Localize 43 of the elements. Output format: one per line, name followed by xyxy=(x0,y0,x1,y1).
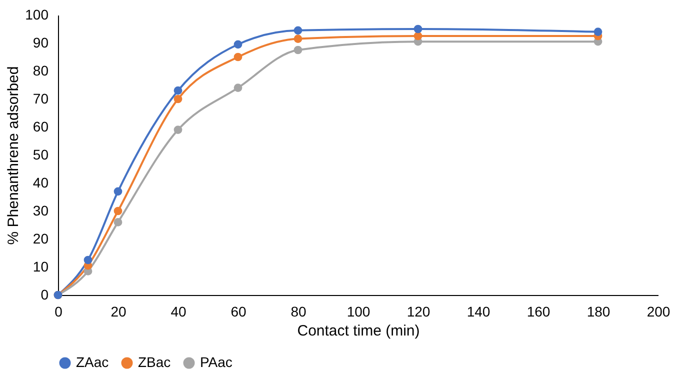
x-tick-label: 200 xyxy=(646,304,670,320)
x-tick-label: 160 xyxy=(526,304,550,320)
legend-label: ZBac xyxy=(138,354,171,370)
x-tick-label: 0 xyxy=(54,304,63,320)
y-tick-label: 90 xyxy=(32,34,49,50)
x-tick-label: 180 xyxy=(586,304,610,320)
point xyxy=(594,28,602,36)
y-tick-label: 80 xyxy=(32,62,49,78)
point xyxy=(414,32,422,40)
point xyxy=(294,46,302,54)
x-tick-label: 80 xyxy=(290,304,306,320)
y-tick-label: 100 xyxy=(25,6,49,22)
x-axis-title: Contact time (min) xyxy=(297,322,420,340)
y-tick-label: 40 xyxy=(32,174,49,190)
x-tick-label: 120 xyxy=(406,304,430,320)
y-tick-label: 70 xyxy=(32,90,49,106)
x-tick-label: 140 xyxy=(466,304,490,320)
point xyxy=(294,34,302,43)
point xyxy=(114,218,122,226)
point xyxy=(84,256,92,264)
point xyxy=(114,206,122,216)
x-tick-label: 60 xyxy=(230,304,246,320)
legend-label: PAac xyxy=(200,354,232,370)
legend-label: ZAac xyxy=(76,354,109,370)
y-tick-label: 60 xyxy=(32,118,49,134)
y-tick-label: 10 xyxy=(32,258,49,274)
point xyxy=(234,40,242,49)
y-tick-label: 20 xyxy=(32,230,49,246)
point xyxy=(234,84,242,92)
y-tick-label: 0 xyxy=(40,286,49,302)
point xyxy=(174,86,182,95)
point xyxy=(414,24,422,34)
x-tick-label: 40 xyxy=(170,304,186,320)
point xyxy=(174,126,182,134)
x-tick-label: 100 xyxy=(346,304,370,320)
point xyxy=(174,94,182,104)
y-axis-title: % Phenanthrene adsorbed xyxy=(5,66,22,245)
point xyxy=(114,187,122,196)
point xyxy=(294,26,302,35)
x-tick-label: 20 xyxy=(110,304,126,320)
point xyxy=(234,52,242,62)
y-tick-label: 30 xyxy=(32,202,49,218)
y-tick-label: 50 xyxy=(32,146,49,162)
